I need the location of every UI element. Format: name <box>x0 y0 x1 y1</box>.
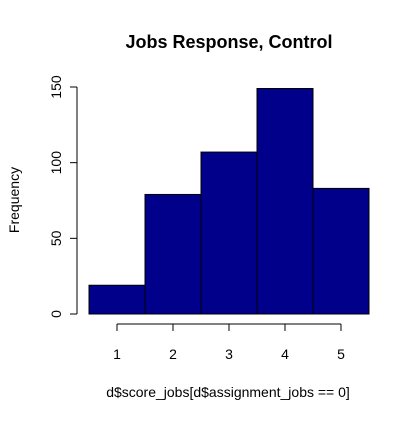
x-tick-label: 4 <box>281 346 289 362</box>
y-tick-label: 50 <box>48 230 64 246</box>
chart-title: Jobs Response, Control <box>125 32 332 52</box>
histogram-bar <box>312 187 370 315</box>
histogram-bar <box>144 193 202 315</box>
bars-group <box>88 88 370 315</box>
x-tick-label: 1 <box>113 346 121 362</box>
x-tick-label: 5 <box>337 346 345 362</box>
histogram-bar <box>256 88 314 315</box>
histogram-bar <box>88 284 146 315</box>
x-axis: 1 2 3 4 5 <box>113 323 345 362</box>
x-axis-label: d$score_jobs[d$assignment_jobs == 0] <box>106 384 350 400</box>
y-tick-label: 0 <box>48 310 64 318</box>
x-tick-label: 3 <box>225 346 233 362</box>
y-tick-label: 150 <box>48 75 64 99</box>
y-axis-label: Frequency <box>6 167 22 233</box>
y-tick-label: 100 <box>48 151 64 175</box>
histogram-bar <box>200 151 258 315</box>
x-tick-label: 2 <box>169 346 177 362</box>
y-axis: 0 50 100 150 <box>48 75 78 318</box>
